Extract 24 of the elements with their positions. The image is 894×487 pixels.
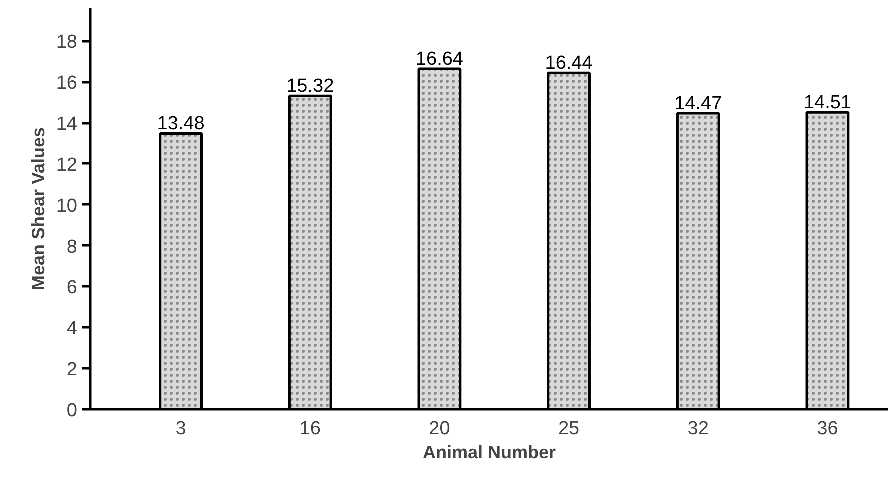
x-tick-label: 20 [429,418,450,440]
y-tick-label: 0 [66,400,78,422]
y-axis-title: Mean Shear Values [28,127,48,291]
x-tick-label: 25 [558,418,580,440]
x-tick-label: 3 [176,418,186,440]
x-axis-title: Animal Number [422,442,556,462]
y-tick-label: 16 [56,73,78,94]
y-tick-label: 18 [56,32,78,54]
data-label: 13.48 [157,114,205,135]
data-label: 14.51 [804,92,852,114]
x-tick-label: 32 [688,418,709,440]
y-tick-label: 10 [56,196,78,217]
y-tick-label: 14 [56,114,78,136]
y-tick-label: 8 [66,236,78,258]
y-tick-label: 12 [56,154,78,176]
y-tick-label: 4 [66,318,78,340]
y-tick-label: 6 [66,278,78,299]
data-label: 14.47 [674,93,722,114]
data-label: 16.64 [416,49,464,70]
x-tick-label: 16 [300,418,321,440]
y-tick-label: 2 [66,360,78,381]
data-label: 15.32 [286,76,334,98]
x-tick-label: 36 [817,418,838,440]
data-label: 16.44 [545,53,594,74]
